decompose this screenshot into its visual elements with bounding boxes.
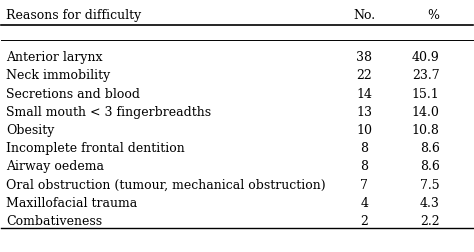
Text: 23.7: 23.7 [412, 70, 439, 82]
Text: 40.9: 40.9 [412, 51, 439, 64]
Text: Maxillofacial trauma: Maxillofacial trauma [6, 197, 137, 210]
Text: 22: 22 [356, 70, 372, 82]
Text: Combativeness: Combativeness [6, 215, 102, 228]
Text: Neck immobility: Neck immobility [6, 70, 110, 82]
Text: Incomplete frontal dentition: Incomplete frontal dentition [6, 142, 185, 155]
Text: 10.8: 10.8 [412, 124, 439, 137]
Text: 7.5: 7.5 [420, 179, 439, 192]
Text: 8.6: 8.6 [420, 160, 439, 173]
Text: 15.1: 15.1 [412, 88, 439, 101]
Text: 2.2: 2.2 [420, 215, 439, 228]
Text: 14.0: 14.0 [412, 106, 439, 119]
Text: 38: 38 [356, 51, 372, 64]
Text: 8: 8 [360, 160, 368, 173]
Text: 8: 8 [360, 142, 368, 155]
Text: Small mouth < 3 fingerbreadths: Small mouth < 3 fingerbreadths [6, 106, 211, 119]
Text: 4.3: 4.3 [420, 197, 439, 210]
Text: 10: 10 [356, 124, 372, 137]
Text: 7: 7 [360, 179, 368, 192]
Text: Anterior larynx: Anterior larynx [6, 51, 102, 64]
Text: %: % [428, 9, 439, 22]
Text: 14: 14 [356, 88, 372, 101]
Text: Oral obstruction (tumour, mechanical obstruction): Oral obstruction (tumour, mechanical obs… [6, 179, 326, 192]
Text: Airway oedema: Airway oedema [6, 160, 104, 173]
Text: Reasons for difficulty: Reasons for difficulty [6, 9, 141, 22]
Text: Obesity: Obesity [6, 124, 55, 137]
Text: 13: 13 [356, 106, 372, 119]
Text: 2: 2 [360, 215, 368, 228]
Text: No.: No. [353, 9, 375, 22]
Text: Secretions and blood: Secretions and blood [6, 88, 140, 101]
Text: 4: 4 [360, 197, 368, 210]
Text: 8.6: 8.6 [420, 142, 439, 155]
